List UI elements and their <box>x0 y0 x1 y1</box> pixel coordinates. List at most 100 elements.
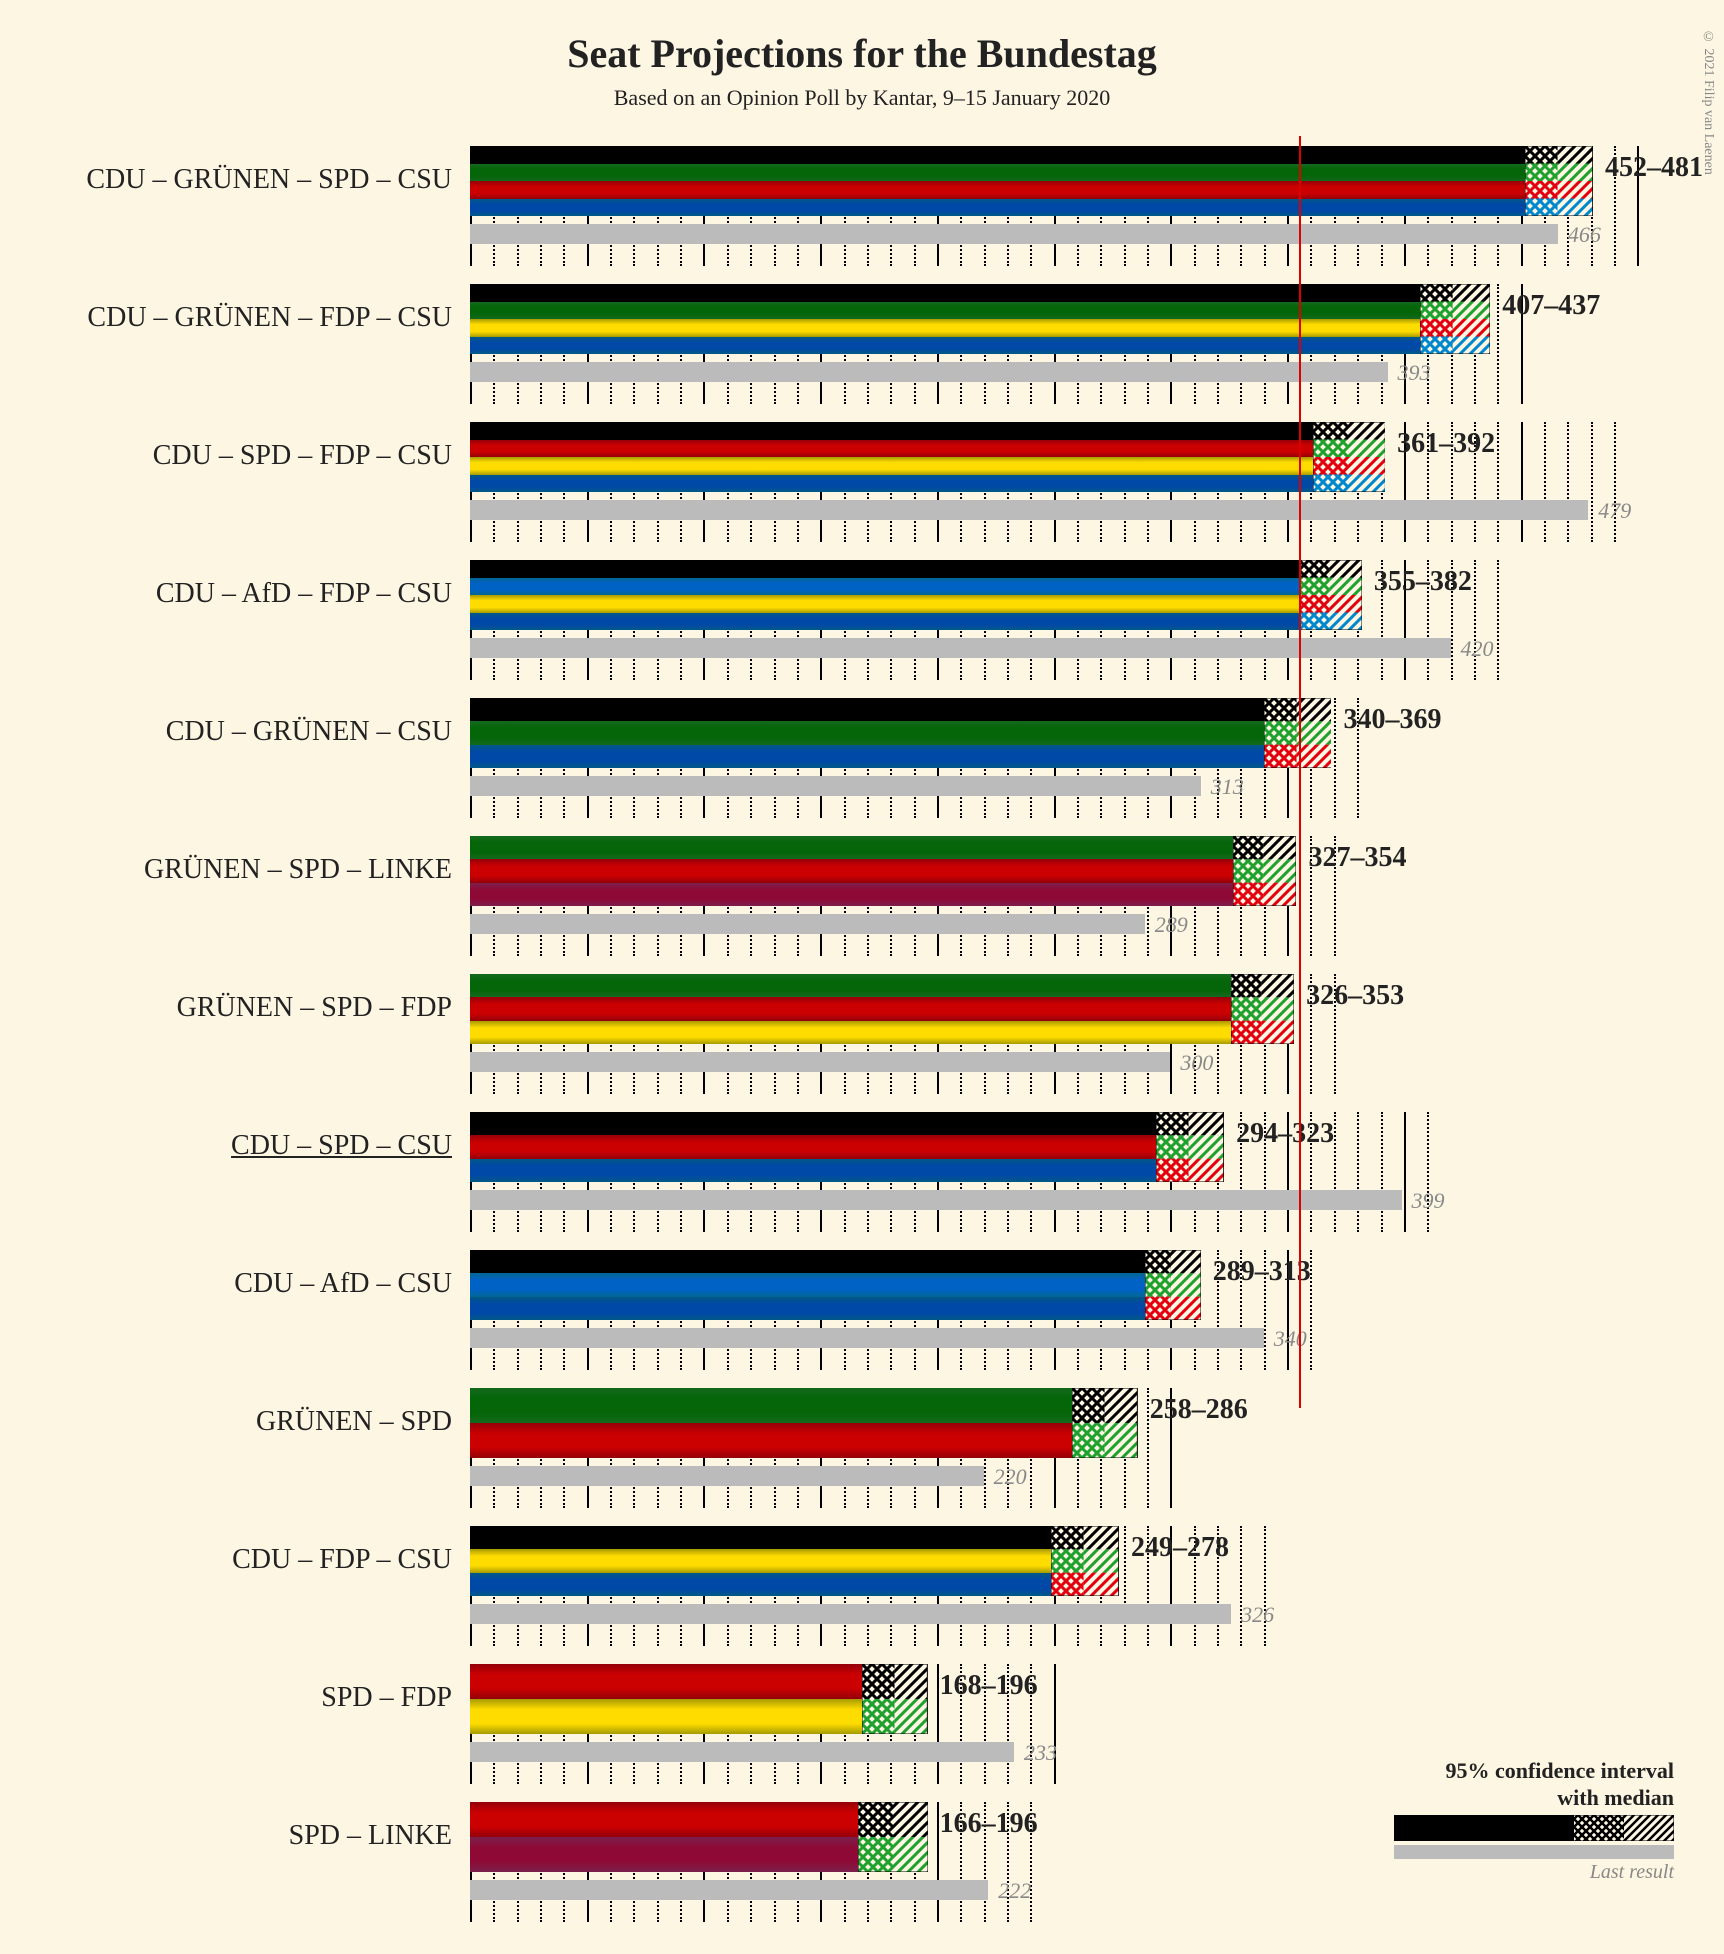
coalition-row: CDU – SPD – CSU <box>40 1112 1684 1232</box>
projection-bar <box>470 1250 1145 1320</box>
confidence-interval <box>1051 1526 1119 1596</box>
last-result-bar <box>470 1880 988 1900</box>
last-result-bar <box>470 362 1388 382</box>
last-result-bar <box>470 1742 1014 1762</box>
projection-bar <box>470 560 1299 630</box>
coalition-row: CDU – GRÜNEN – CSU <box>40 698 1684 818</box>
coalition-label: CDU – GRÜNEN – SPD – CSU <box>40 146 470 196</box>
last-result-label: 340 <box>1274 1326 1307 1352</box>
range-label: 355–382 <box>1374 566 1472 598</box>
last-result-label: 220 <box>994 1464 1027 1490</box>
bar-area: 355–382 420 <box>470 560 1684 680</box>
coalition-row: GRÜNEN – SPD – FDP <box>40 974 1684 1094</box>
projection-bar <box>470 698 1264 768</box>
last-result-bar <box>470 1052 1170 1072</box>
confidence-interval <box>1072 1388 1137 1458</box>
bar-area: 258–286 220 <box>470 1388 1684 1508</box>
last-result-label: 222 <box>998 1878 1031 1904</box>
legend-ci-label: 95% confidence intervalwith median <box>1294 1758 1674 1811</box>
range-label: 327–354 <box>1308 842 1406 874</box>
bar-area: 294–323 399 <box>470 1112 1684 1232</box>
range-label: 340–369 <box>1343 704 1441 736</box>
confidence-interval <box>1299 560 1362 630</box>
coalition-label: CDU – FDP – CSU <box>40 1526 470 1576</box>
last-result-label: 399 <box>1412 1188 1445 1214</box>
bar-area: 340–369 313 <box>470 698 1684 818</box>
coalition-row: CDU – GRÜNEN – SPD – CSU <box>40 146 1684 266</box>
last-result-label: 300 <box>1180 1050 1213 1076</box>
projection-bar <box>470 1526 1051 1596</box>
range-label: 166–196 <box>940 1808 1038 1840</box>
projection-bar <box>470 422 1313 492</box>
range-label: 294–323 <box>1236 1118 1334 1150</box>
confidence-interval <box>1525 146 1593 216</box>
coalition-label: CDU – AfD – FDP – CSU <box>40 560 470 610</box>
range-label: 289–313 <box>1213 1256 1311 1288</box>
last-result-label: 393 <box>1398 360 1431 386</box>
last-result-label: 233 <box>1024 1740 1057 1766</box>
last-result-bar <box>470 1466 984 1486</box>
coalition-row: CDU – FDP – CSU <box>40 1526 1684 1646</box>
last-result-label: 289 <box>1155 912 1188 938</box>
range-label: 407–437 <box>1502 290 1600 322</box>
confidence-interval <box>1231 974 1294 1044</box>
majority-line <box>1299 1240 1301 1408</box>
range-label: 249–278 <box>1131 1532 1229 1564</box>
projection-bar <box>470 836 1233 906</box>
projection-bar <box>470 974 1231 1044</box>
last-result-bar <box>470 1604 1231 1624</box>
coalition-label: CDU – GRÜNEN – FDP – CSU <box>40 284 470 334</box>
bar-area: 289–313 340 <box>470 1250 1684 1370</box>
last-result-bar <box>470 914 1145 934</box>
bar-area: 361–392 479 <box>470 422 1684 542</box>
bar-area: 327–354 289 <box>470 836 1684 956</box>
confidence-interval <box>858 1802 928 1872</box>
range-label: 452–481 <box>1605 152 1703 184</box>
last-result-label: 326 <box>1241 1602 1274 1628</box>
range-label: 361–392 <box>1397 428 1495 460</box>
confidence-interval <box>862 1664 927 1734</box>
chart-subtitle: Based on an Opinion Poll by Kantar, 9–15… <box>40 85 1684 111</box>
last-result-label: 420 <box>1461 636 1494 662</box>
bar-area: 452–481466 <box>470 146 1684 266</box>
last-result-bar <box>470 776 1201 796</box>
projection-bar <box>470 1664 862 1734</box>
coalition-label: SPD – FDP <box>40 1664 470 1714</box>
bar-area: 326–353300 <box>470 974 1684 1094</box>
coalition-label: GRÜNEN – SPD – FDP <box>40 974 470 1024</box>
last-result-bar <box>470 1328 1264 1348</box>
coalition-row: GRÜNEN – SPD – LINKE <box>40 836 1684 956</box>
confidence-interval <box>1233 836 1296 906</box>
projection-bar <box>470 1388 1072 1458</box>
confidence-interval <box>1156 1112 1224 1182</box>
coalition-label: CDU – GRÜNEN – CSU <box>40 698 470 748</box>
bar-area: 249–278 326 <box>470 1526 1684 1646</box>
projection-bar <box>470 1112 1156 1182</box>
coalition-label: CDU – SPD – CSU <box>40 1112 470 1162</box>
last-result-bar <box>470 224 1558 244</box>
projection-bar <box>470 146 1525 216</box>
last-result-bar <box>470 500 1588 520</box>
attribution-text: © 2021 Filip van Laenen <box>1700 30 1716 175</box>
last-result-bar <box>470 1190 1402 1210</box>
last-result-label: 313 <box>1211 774 1244 800</box>
range-label: 168–196 <box>940 1670 1038 1702</box>
confidence-interval <box>1145 1250 1201 1320</box>
bar-chart: CDU – GRÜNEN – SPD – CSU <box>40 146 1684 1922</box>
legend-last-swatch <box>1394 1845 1674 1859</box>
confidence-interval <box>1420 284 1490 354</box>
legend-ci-swatch <box>1394 1815 1674 1841</box>
coalition-label: SPD – LINKE <box>40 1802 470 1852</box>
last-result-label: 479 <box>1598 498 1631 524</box>
coalition-row: CDU – AfD – FDP – CSU <box>40 560 1684 680</box>
coalition-label: GRÜNEN – SPD – LINKE <box>40 836 470 886</box>
chart-container: Seat Projections for the Bundestag Based… <box>0 0 1724 1954</box>
legend-last-label: Last result <box>1294 1861 1674 1884</box>
coalition-label: CDU – SPD – FDP – CSU <box>40 422 470 472</box>
last-result-bar <box>470 638 1451 658</box>
legend: 95% confidence intervalwith median Last … <box>1294 1758 1674 1884</box>
coalition-label: GRÜNEN – SPD <box>40 1388 470 1438</box>
range-label: 258–286 <box>1150 1394 1248 1426</box>
bar-area: 407–437 393 <box>470 284 1684 404</box>
projection-bar <box>470 284 1420 354</box>
